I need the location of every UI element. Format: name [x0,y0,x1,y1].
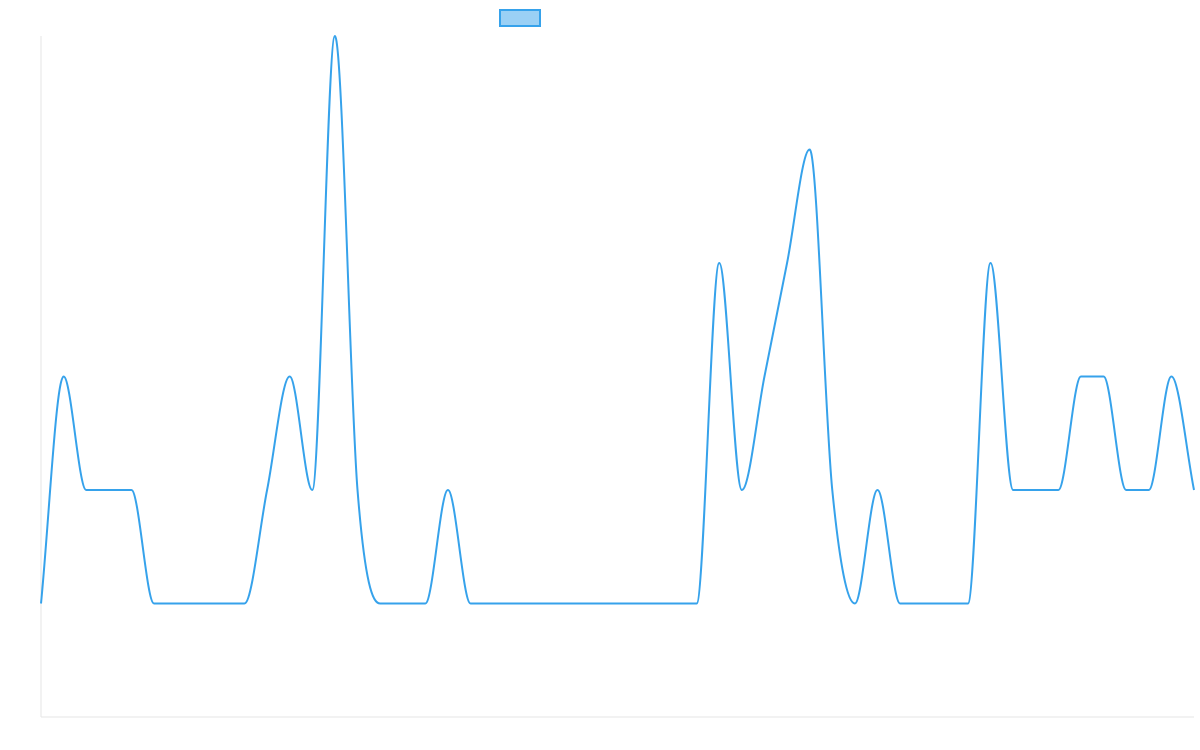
chart-legend[interactable] [499,9,541,27]
series-line [40,34,1195,605]
legend-swatch[interactable] [499,9,541,27]
